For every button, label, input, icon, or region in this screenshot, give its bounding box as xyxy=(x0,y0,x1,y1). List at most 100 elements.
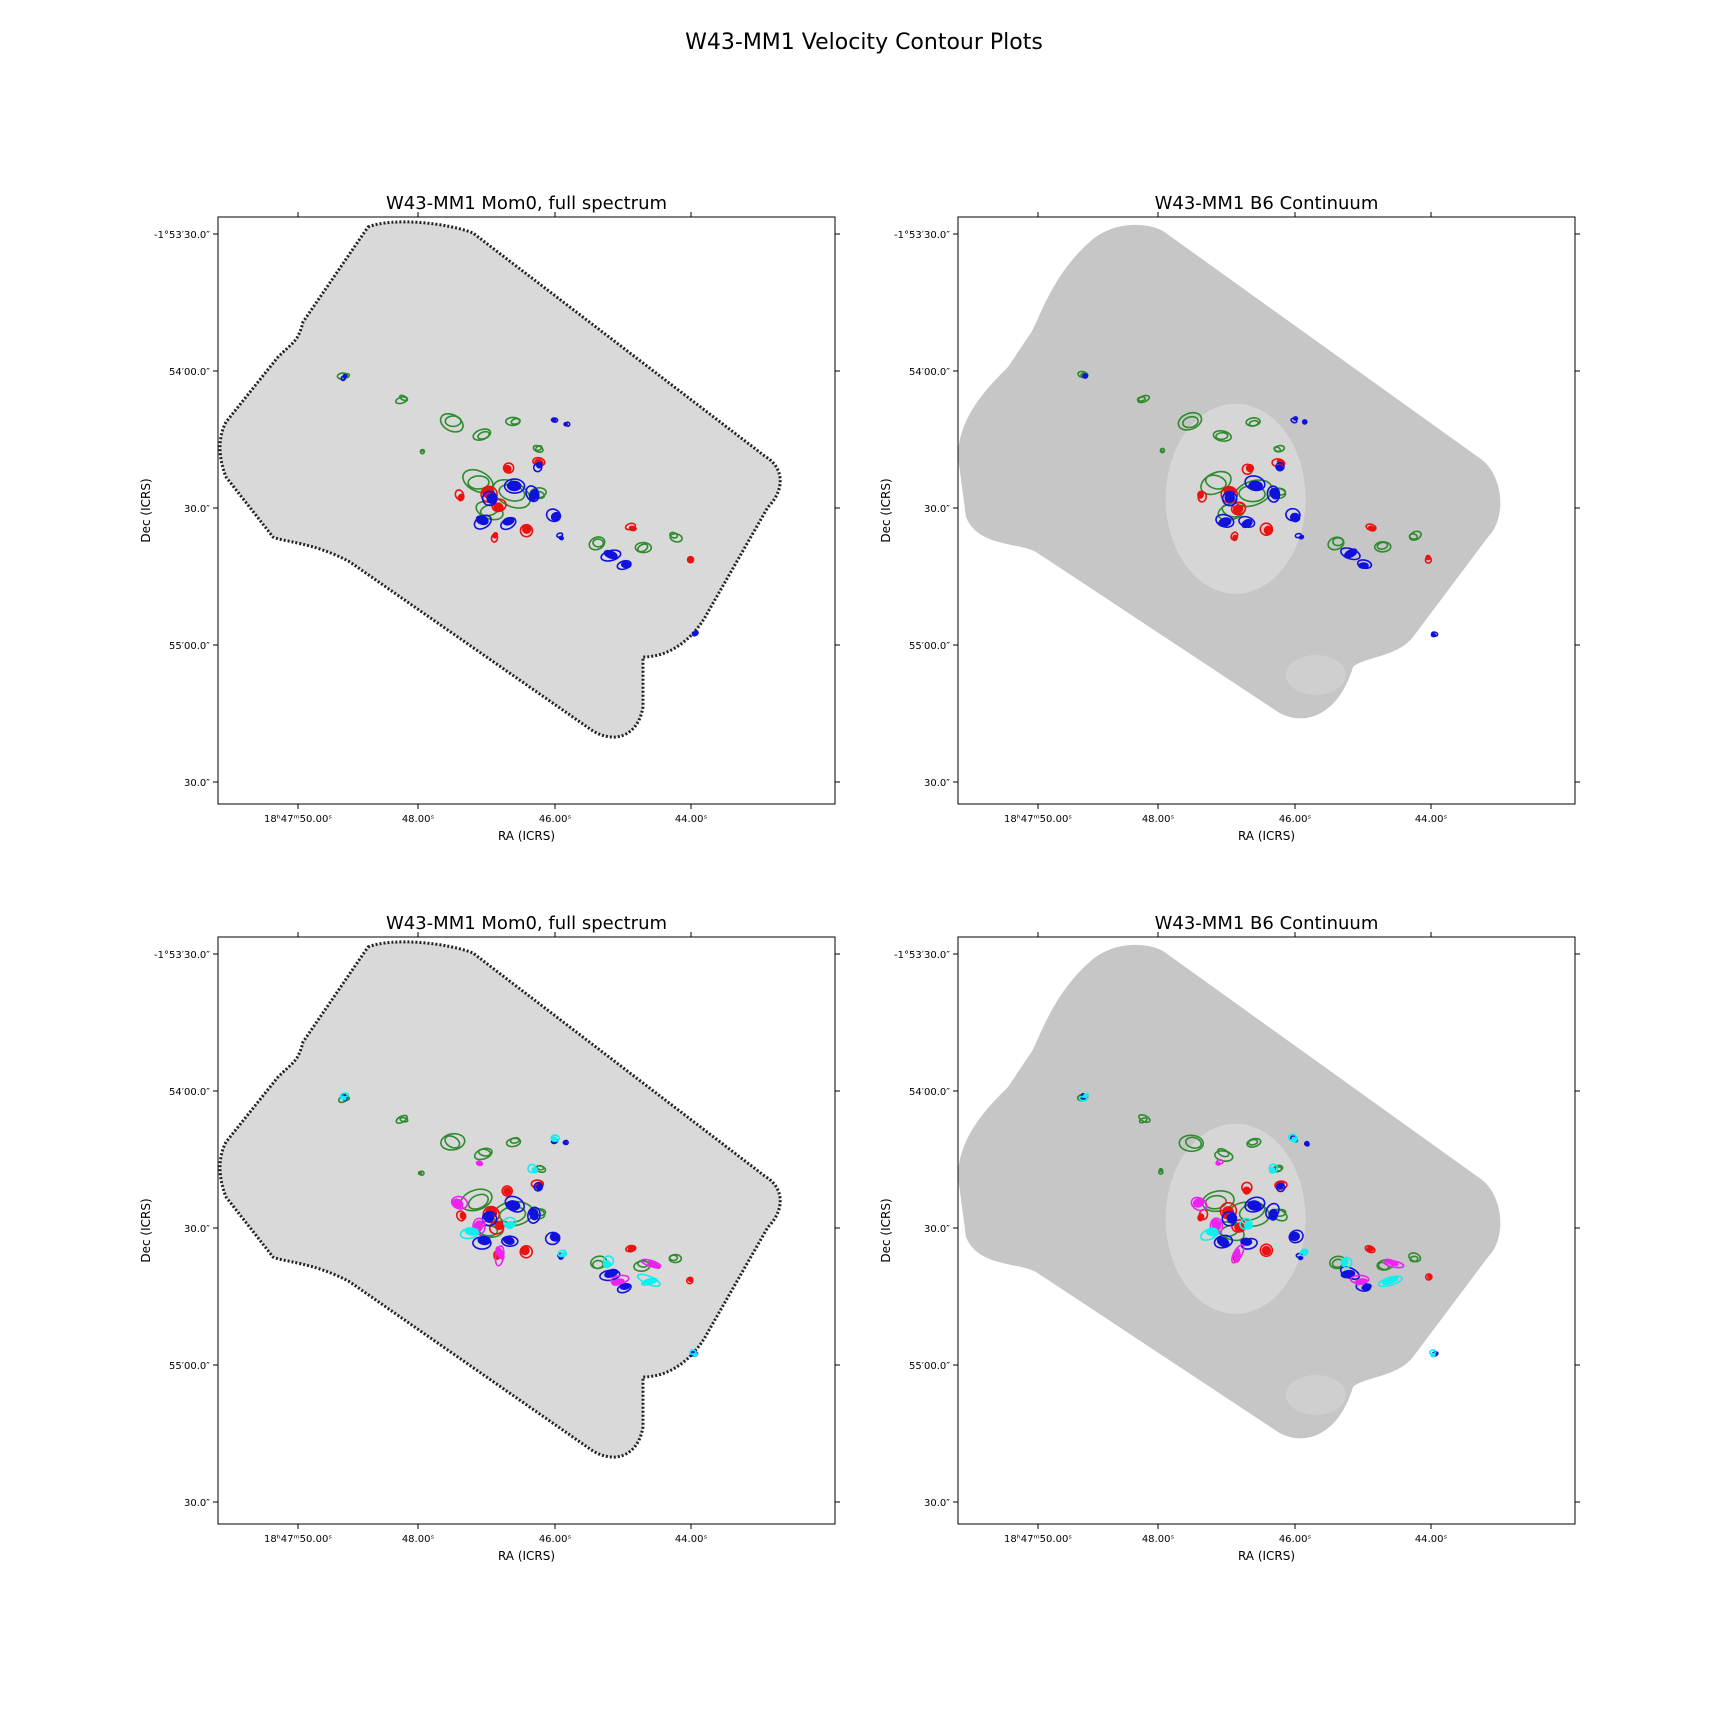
green-contour xyxy=(1185,1136,1203,1149)
green-contour xyxy=(336,372,349,380)
green-contour xyxy=(477,430,491,440)
blue-contour xyxy=(619,1283,631,1290)
green-contour xyxy=(1177,411,1203,431)
green-contour xyxy=(1138,1113,1151,1124)
red-contour xyxy=(519,1244,534,1259)
y-axis-label: Dec (ICRS) xyxy=(139,1198,153,1262)
green-contour xyxy=(467,1193,489,1210)
cyan-contour xyxy=(550,1136,558,1142)
green-contour xyxy=(399,1116,409,1123)
blue-contour xyxy=(563,421,568,427)
red-contour xyxy=(1245,464,1255,473)
blue-contour xyxy=(477,1235,491,1246)
red-contour xyxy=(1242,1186,1251,1195)
blue-contour xyxy=(603,549,618,560)
x-tick-label: 46.00ˢ xyxy=(539,1534,572,1545)
magenta-contour xyxy=(477,1161,483,1166)
blue-contour xyxy=(486,493,497,504)
red-contour xyxy=(1261,1245,1272,1256)
blue-contour xyxy=(536,1184,543,1191)
cyan-contour xyxy=(1243,1221,1253,1230)
y-tick-label: 30.0″ xyxy=(184,1224,210,1235)
x-tick-label: 48.00ˢ xyxy=(1142,814,1175,825)
blue-contour xyxy=(1248,480,1263,492)
cyan-contour xyxy=(1340,1257,1349,1266)
blue-contour xyxy=(1358,562,1369,569)
cyan-contour xyxy=(560,1251,568,1258)
cyan-contour xyxy=(1082,1092,1090,1099)
axes-frame xyxy=(957,216,1576,805)
green-contour xyxy=(444,1135,461,1149)
blue-contour xyxy=(616,559,632,571)
panel-title: W43-MM1 B6 Continuum xyxy=(1155,193,1379,214)
red-contour xyxy=(501,1185,513,1197)
blue-contour xyxy=(528,489,539,501)
cyan-contour xyxy=(340,1095,347,1101)
x-tick-label: 44.00ˢ xyxy=(1415,1534,1448,1545)
blue-contour xyxy=(1340,1269,1356,1279)
y-tick-label: 54′00.0″ xyxy=(169,367,210,378)
magenta-contour xyxy=(1384,1258,1399,1267)
blue-contour xyxy=(604,1268,619,1278)
panel-top-left: 18ʰ47ᵐ50.00ˢ 48.00ˢ 46.00ˢ 44.00ˢ -1°53′30.0… xyxy=(90,185,970,885)
x-tick-label: 48.00ˢ xyxy=(402,1534,435,1545)
y-tick-label: -1°53′30.0″ xyxy=(894,230,950,241)
green-contour xyxy=(1178,1134,1205,1153)
blue-contour xyxy=(562,1140,568,1145)
blue-contour xyxy=(1244,1196,1266,1213)
panel-title: W43-MM1 B6 Continuum xyxy=(1155,913,1379,934)
x-tick-label: 18ʰ47ᵐ50.00ˢ xyxy=(264,1534,332,1545)
y-tick-label: -1°53′30.0″ xyxy=(154,950,210,961)
green-contour xyxy=(1136,396,1147,402)
panel-bottom-right: 18ʰ47ᵐ50.00ˢ 48.00ˢ 46.00ˢ 44.00ˢ -1°53′30.0… xyxy=(830,905,1710,1605)
red-contour xyxy=(1232,504,1244,515)
x-axis-label: RA (ICRS) xyxy=(498,1549,555,1563)
green-contour xyxy=(1158,1169,1164,1175)
green-contour xyxy=(1200,470,1232,496)
green-contour xyxy=(668,531,679,539)
x-axis-label: RA (ICRS) xyxy=(498,829,555,843)
red-contour xyxy=(1263,525,1274,535)
green-contour xyxy=(398,394,408,402)
blue-contour xyxy=(1224,492,1236,503)
figure-title: W43-MM1 Velocity Contour Plots xyxy=(685,30,1043,55)
blue-contour xyxy=(1082,373,1087,379)
x-tick-label: 44.00ˢ xyxy=(675,814,708,825)
panel-title: W43-MM1 Mom0, full spectrum xyxy=(386,913,667,934)
y-tick-label: 54′00.0″ xyxy=(909,367,950,378)
map-footprint xyxy=(218,940,782,1459)
blue-contour xyxy=(1289,1231,1301,1242)
blue-contour xyxy=(529,1208,539,1221)
green-contour xyxy=(536,1164,545,1171)
x-tick-label: 18ʰ47ᵐ50.00ˢ xyxy=(1004,814,1072,825)
blue-contour xyxy=(501,1235,519,1248)
green-contour xyxy=(1273,446,1282,453)
magenta-contour xyxy=(1354,1278,1368,1286)
red-contour xyxy=(520,1245,530,1256)
image-background xyxy=(218,220,782,739)
y-tick-label: 55′00.0″ xyxy=(169,641,210,652)
blue-contour xyxy=(1298,534,1305,540)
blue-contour xyxy=(1288,1229,1304,1244)
green-contour xyxy=(510,417,521,425)
y-tick-label: 30.0″ xyxy=(924,778,950,789)
blue-contour xyxy=(1292,416,1299,421)
blue-contour xyxy=(502,1236,515,1245)
blue-contour xyxy=(1218,517,1232,528)
red-contour xyxy=(628,525,637,532)
axes-frame xyxy=(217,936,836,1525)
blue-contour xyxy=(1297,1255,1304,1261)
axes-frame xyxy=(957,936,1576,1525)
red-contour xyxy=(493,502,504,512)
x-tick-label: 18ʰ47ᵐ50.00ˢ xyxy=(1004,1534,1072,1545)
green-contour xyxy=(1158,1167,1164,1173)
y-tick-label: 30.0″ xyxy=(184,778,210,789)
y-tick-label: 55′00.0″ xyxy=(909,1361,950,1372)
blue-contour xyxy=(1361,1283,1372,1291)
cyan-contour xyxy=(505,1220,515,1230)
y-tick-label: 30.0″ xyxy=(184,504,210,515)
magenta-contour xyxy=(1215,1161,1221,1166)
y-tick-label: 54′00.0″ xyxy=(909,1087,950,1098)
cyan-contour xyxy=(464,1227,478,1236)
green-contour xyxy=(444,415,462,428)
